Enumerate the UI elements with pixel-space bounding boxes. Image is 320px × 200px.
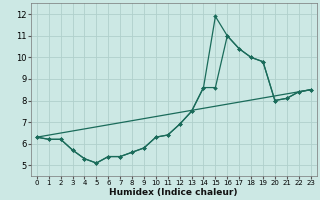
- X-axis label: Humidex (Indice chaleur): Humidex (Indice chaleur): [109, 188, 238, 197]
